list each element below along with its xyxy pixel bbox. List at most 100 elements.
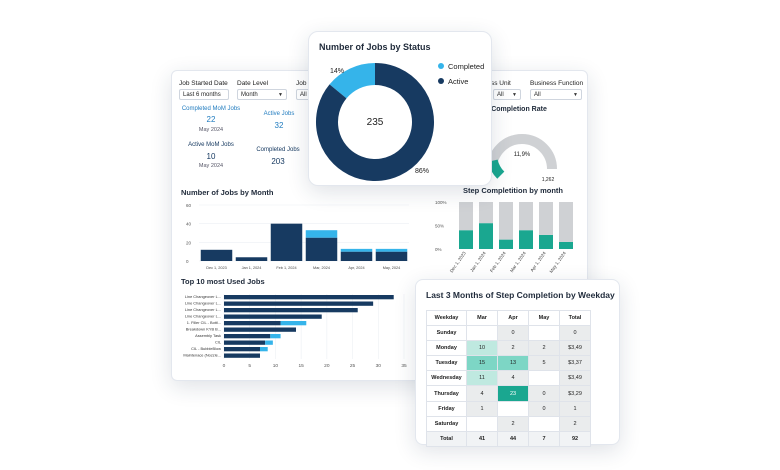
step-bar — [499, 202, 513, 240]
top-category-label: Line Changeover L... — [185, 314, 221, 319]
top-xtick: 10 — [273, 363, 279, 369]
table-cell: 4 — [466, 385, 498, 402]
table-cell — [466, 415, 498, 432]
step-bar — [459, 230, 473, 249]
top-bar — [224, 295, 394, 300]
kpi-completed-mom-value: 22 — [206, 115, 216, 124]
table-total-row: Total 41 44 7 92 — [426, 430, 591, 447]
table-cell: 5 — [528, 355, 560, 372]
top-bar — [224, 308, 358, 313]
date-level-value: Month — [241, 91, 258, 98]
top-bar — [224, 301, 374, 306]
column-header: Weekday — [426, 309, 467, 327]
job-started-date-select[interactable]: Last 6 months — [179, 89, 229, 100]
top-bar — [260, 347, 268, 352]
top-jobs-title: Top 10 most Used Jobs — [181, 277, 265, 286]
top-bar — [224, 353, 260, 358]
jobs-by-status-title: Number of Jobs by Status — [319, 42, 431, 52]
step-bar — [519, 202, 533, 231]
top-xtick: 30 — [376, 363, 382, 369]
table-cell: 2 — [528, 340, 560, 357]
step-bar — [539, 202, 553, 235]
business-unit-select[interactable]: All ▼ — [493, 89, 521, 100]
step-bar — [559, 202, 573, 242]
table-cell: Sunday — [426, 325, 467, 342]
donut-slice-active — [316, 63, 434, 181]
step-bar — [479, 202, 493, 224]
kpi-active-mom-label: Active MoM Jobs — [188, 142, 234, 148]
weekday-table-title: Last 3 Months of Step Completion by Week… — [426, 290, 615, 300]
filter-label-business-unit: ss Unit — [491, 80, 511, 87]
table-cell: Wednesday — [426, 370, 467, 387]
month-bar — [200, 249, 233, 261]
step-ytick: 0% — [435, 247, 442, 252]
step-completion-by-month-title: Step Completition by month — [463, 186, 563, 195]
table-cell: 23 — [497, 385, 529, 402]
weekday-completion-card: Last 3 Months of Step Completion by Week… — [415, 279, 620, 447]
date-level-select[interactable]: Month ▼ — [237, 89, 287, 100]
table-cell: Thursday — [426, 385, 467, 402]
table-row: Wednesday 11 4 $3,49 — [426, 370, 591, 387]
column-header: Mar — [466, 309, 498, 327]
table-cell: 4 — [497, 370, 529, 387]
table-cell — [528, 325, 560, 342]
top-category-label: CIL — [215, 340, 222, 345]
table-row: Thursday 4 23 0 $3,29 — [426, 385, 591, 402]
kpi-completed-mom-sub: May 2024 — [198, 127, 224, 133]
table-cell: 0 — [528, 385, 560, 402]
chevron-down-icon: ▼ — [512, 92, 517, 98]
gauge-fill — [487, 159, 505, 179]
step-xtick: Apr 1, 2024 — [529, 250, 547, 272]
table-cell: 1 — [559, 400, 591, 417]
filter-label-business-function: Business Function — [530, 80, 584, 87]
legend-label-active: Active — [448, 77, 468, 86]
month-bar — [305, 237, 338, 261]
column-header: May — [528, 309, 560, 327]
step-ytick: 100% — [435, 200, 447, 205]
table-cell: 15 — [466, 355, 498, 372]
month-xtick: Feb 1, 2024 — [276, 266, 296, 270]
table-cell: $3,29 — [559, 385, 591, 402]
month-bar — [340, 251, 373, 261]
kpi-active-mom-value: 10 — [206, 152, 216, 161]
business-function-select[interactable]: All ▼ — [530, 89, 582, 100]
top-category-label: Breakdown KYB B... — [186, 327, 221, 332]
top-bar — [265, 340, 273, 345]
month-bar — [235, 257, 268, 261]
column-header: Total — [559, 309, 591, 327]
month-bar — [305, 230, 338, 238]
table-header-row: Weekday Mar Apr May Total — [426, 309, 591, 327]
table-cell: 13 — [497, 355, 529, 372]
top-bar — [224, 347, 260, 352]
top-bar — [224, 340, 266, 345]
top-bar — [224, 321, 281, 326]
table-cell: Friday — [426, 400, 467, 417]
table-cell: 92 — [559, 430, 591, 447]
table-cell: 11 — [466, 370, 498, 387]
step-bar — [559, 241, 573, 249]
month-ytick: 0 — [186, 259, 189, 264]
table-row: Saturday 2 2 — [426, 415, 591, 432]
donut-label-completed: 14% — [330, 68, 344, 75]
business-function-value: All — [534, 91, 541, 98]
top-category-label: CIL - BubbleBlow — [191, 346, 221, 351]
table-cell: 7 — [528, 430, 560, 447]
month-bar — [340, 248, 373, 252]
top-bar — [224, 314, 322, 319]
table-cell: 0 — [497, 325, 529, 342]
table-cell — [528, 415, 560, 432]
table-cell: $3,37 — [559, 355, 591, 372]
donut-label-active: 86% — [415, 168, 429, 175]
step-bar — [499, 239, 513, 249]
month-xtick: Dec 1, 2023 — [206, 266, 226, 270]
chevron-down-icon: ▼ — [278, 92, 283, 98]
job-status-value: All — [300, 91, 307, 98]
kpi-completed-mom-label: Completed MoM Jobs — [181, 106, 241, 112]
top-xtick: 20 — [324, 363, 330, 369]
top-xtick: 25 — [350, 363, 356, 369]
table-cell: 2 — [497, 415, 529, 432]
table-cell: 10 — [466, 340, 498, 357]
table-row: Friday 1 0 1 — [426, 400, 591, 417]
job-started-date-value: Last 6 months — [183, 91, 221, 98]
kpi-completed-jobs-label: Completed Jobs — [256, 147, 300, 153]
